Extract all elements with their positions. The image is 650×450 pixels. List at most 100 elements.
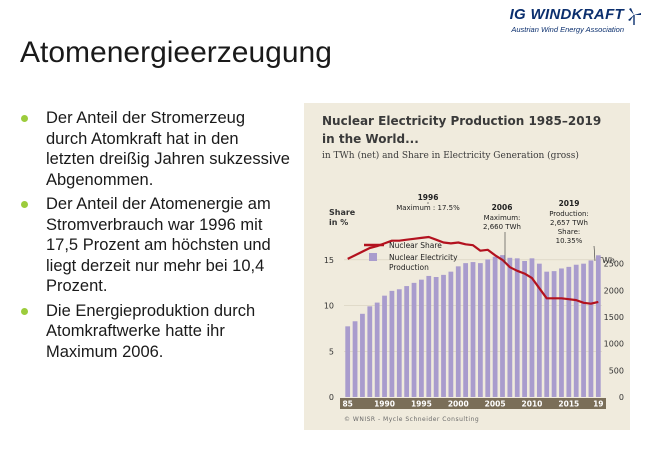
right-tick-label: 1000 (604, 340, 624, 349)
bar-2019 (595, 255, 601, 397)
annotation-2019-line1: Production: (549, 210, 589, 218)
x-tick-label: 2010 (522, 400, 543, 409)
share-line (347, 235, 599, 305)
bullet-dot-icon (21, 201, 28, 208)
left-axis-ticks: 0 5 10 15 (324, 256, 334, 402)
bar-2018 (588, 260, 594, 397)
annotation-1996-year: 1996 (418, 193, 439, 202)
chart-title-line2: in the World... (322, 132, 419, 146)
production-bars (345, 255, 601, 397)
annotation-2019-year: 2019 (559, 199, 580, 208)
bar-2000 (455, 266, 461, 397)
annotation-2019-line3: Share: (558, 228, 581, 236)
right-tick-label: 500 (609, 366, 624, 375)
bar-1986 (352, 321, 358, 397)
left-axis-label-line2: in % (329, 218, 348, 227)
x-tick-label: 2005 (485, 400, 506, 409)
annotation-2019-leader (593, 245, 596, 262)
bar-1992 (396, 289, 402, 397)
chart-subtitle: in TWh (net) and Share in Electricity Ge… (322, 150, 579, 161)
bar-2003 (477, 263, 483, 397)
legend-production-label-line2: Production (389, 263, 429, 272)
ig-windkraft-logo: IG WINDKRAFT Austrian Wind Energy Associ… (472, 5, 642, 39)
legend-production-label: Nuclear Electricity Production (389, 253, 458, 272)
bar-2014 (559, 268, 564, 397)
right-tick-label: 1500 (604, 313, 624, 322)
bar-2008 (514, 258, 520, 397)
left-tick-label: 10 (324, 302, 334, 311)
annotation-2006-year: 2006 (492, 203, 513, 212)
bullet-dot-icon (21, 307, 28, 315)
legend-production-swatch (369, 253, 377, 261)
bar-1988 (367, 306, 373, 397)
x-tick-label: 1990 (374, 400, 395, 409)
right-axis-unit: TWh (596, 256, 615, 265)
x-axis-band (340, 398, 606, 409)
left-tick-label: 5 (329, 347, 334, 356)
left-tick-label: 0 (329, 393, 334, 402)
chart-title-line1: Nuclear Electricity Production 1985–2019 (322, 114, 601, 128)
x-tick-label: 2000 (448, 400, 469, 409)
logo-subtitle: Austrian Wind Energy Association (511, 25, 624, 34)
bar-1993 (404, 286, 410, 397)
bullet-text: Die Energieproduktion durch Atomkraftwer… (46, 301, 256, 361)
left-tick-label: 15 (324, 256, 334, 265)
bar-1998 (441, 274, 446, 397)
right-tick-label: 2000 (604, 286, 624, 295)
bullet-item: Der Anteil der Stromerzeug durch Atomkra… (20, 108, 290, 190)
x-tick-label: 1995 (411, 400, 432, 409)
bar-2015 (566, 266, 572, 397)
bullet-item: Die Energieproduktion durch Atomkraftwer… (20, 301, 290, 363)
bar-1996 (426, 275, 432, 397)
x-tick-label: 19 (593, 400, 603, 409)
bar-2007 (507, 257, 513, 397)
bar-1995 (419, 279, 424, 397)
chart-credit: © WNISR - Mycle Schneider Consulting (344, 416, 479, 423)
bar-2001 (463, 263, 469, 397)
bar-2006 (500, 255, 505, 397)
logo-name: IG WINDKRAFT (509, 6, 624, 23)
bar-2004 (485, 259, 491, 397)
bar-1994 (411, 282, 417, 397)
left-axis-label-line1: Share (329, 208, 356, 217)
annotation-2006-line1: Maximum: (484, 214, 521, 222)
bar-2016 (573, 264, 579, 397)
right-tick-label: 2500 (604, 260, 624, 269)
x-tick-label: 2015 (558, 400, 579, 409)
bar-1985 (345, 326, 351, 397)
bar-2017 (581, 263, 586, 397)
annotation-1996-text: Maximum : 17.5% (396, 204, 460, 212)
nuclear-production-chart: Nuclear Electricity Production 1985–2019… (304, 103, 630, 430)
bar-1987 (360, 313, 365, 397)
bullet-item: Der Anteil der Atomenergie am Stromverbr… (20, 194, 290, 297)
annotation-2006-line2: 2,660 TWh (483, 223, 521, 231)
bullet-text: Der Anteil der Atomenergie am Stromverbr… (46, 195, 271, 295)
bullet-text: Der Anteil der Stromerzeug durch Atomkra… (46, 109, 290, 189)
chart-svg: Nuclear Electricity Production 1985–2019… (322, 114, 624, 423)
share-line-path (347, 235, 599, 305)
bar-1991 (389, 290, 395, 397)
right-axis-ticks: 0 500 1000 1500 2000 2500 (604, 260, 624, 402)
bullet-dot-icon (21, 115, 28, 122)
bar-1990 (382, 295, 387, 397)
bar-1989 (374, 302, 380, 397)
legend-production-label-line1: Nuclear Electricity (389, 253, 458, 262)
annotation-2019-line2: 2,657 TWh (550, 219, 588, 227)
bar-2011 (536, 263, 542, 397)
bar-2012 (544, 271, 550, 397)
bar-2009 (522, 261, 527, 397)
bar-2013 (551, 271, 557, 397)
legend-share-label: Nuclear Share (389, 241, 442, 250)
right-tick-label: 0 (619, 393, 624, 402)
x-axis-ticks: 85 1990 1995 2000 2005 2010 2015 19 (342, 400, 603, 409)
bar-2010 (529, 258, 535, 397)
page-title: Atomenergieerzeugung (20, 36, 332, 69)
bar-2002 (470, 262, 476, 397)
bar-1997 (433, 277, 439, 397)
bullet-list: Der Anteil der Stromerzeug durch Atomkra… (20, 108, 290, 366)
windmill-icon (628, 8, 641, 25)
annotation-2019-line4: 10.35% (556, 237, 583, 245)
bar-1999 (448, 271, 454, 397)
bar-2005 (492, 256, 498, 397)
x-tick-label: 85 (342, 400, 352, 409)
